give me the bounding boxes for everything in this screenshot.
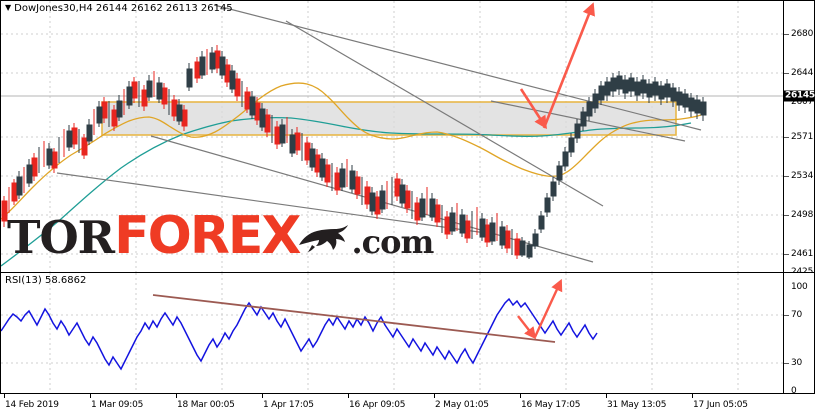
rsi-forecast-arrow-down[interactable] <box>517 315 537 340</box>
chevron-down-icon[interactable]: ▼ <box>5 3 12 12</box>
forecast-arrow-up[interactable] <box>542 2 595 129</box>
time-label-0: 14 Feb 2019 <box>5 400 59 410</box>
rsi-axis[interactable]: 100 70 30 0 <box>783 273 815 396</box>
rsi-svg <box>1 273 783 393</box>
price-tick-0: 26801 <box>791 29 815 39</box>
time-label-2: 18 Mar 00:05 <box>177 400 235 410</box>
rsi-header-label: RSI(13) 58.6862 <box>5 275 87 286</box>
price-gridlines <box>1 1 783 272</box>
rsi-trendline[interactable] <box>152 294 556 343</box>
ma-fast-line <box>1 82 702 220</box>
trendline-descend-3 <box>56 172 487 234</box>
price-svg <box>1 1 783 272</box>
price-tick-2: 25711 <box>791 132 815 142</box>
price-tick-obscured: 26071 <box>791 97 815 107</box>
rsi-tick-30: 30 <box>791 358 803 368</box>
price-tick-4: 24981 <box>791 210 815 220</box>
rsi-gridlines <box>1 273 783 393</box>
current-price-badge: 26145 <box>784 90 815 102</box>
time-label-1: 1 Mar 09:05 <box>91 400 144 410</box>
rsi-tick-100: 100 <box>791 282 808 292</box>
rsi-plot-area[interactable]: RSI(13) 58.6862 <box>1 273 783 393</box>
price-plot-area[interactable]: TOR FOREX .com ▼ DowJones30,H4 26144 2616… <box>1 1 783 272</box>
time-label-8: 17 Jun 05:05 <box>693 400 748 410</box>
chart-header[interactable]: ▼ DowJones30,H4 26144 26162 26113 26145 <box>5 3 233 14</box>
forecast-arrow-down[interactable] <box>519 88 547 130</box>
candlestick-series[interactable] <box>1 45 707 259</box>
trendline-resistance <box>490 100 686 142</box>
rsi-forecast-arrows[interactable] <box>517 278 563 340</box>
price-tick-5: 24611 <box>791 249 815 259</box>
time-label-6: 16 May 17:05 <box>521 400 581 410</box>
rsi-tick-0: 0 <box>791 386 797 396</box>
time-axis-panel[interactable]: 14 Feb 2019 1 Mar 09:05 18 Mar 00:05 1 A… <box>0 393 815 419</box>
ma-slow-line <box>1 116 692 267</box>
trendline-descend-1 <box>285 20 604 207</box>
rsi-tick-70: 70 <box>791 310 803 320</box>
symbol-ohlc-label: DowJones30,H4 26144 26162 26113 26145 <box>14 3 233 14</box>
rsi-line <box>1 297 598 371</box>
time-label-7: 31 May 13:05 <box>607 400 667 410</box>
time-label-3: 1 Apr 17:05 <box>263 400 314 410</box>
time-label-4: 16 Apr 09:05 <box>349 400 406 410</box>
price-tick-1: 26441 <box>791 68 815 78</box>
forecast-arrows[interactable] <box>519 2 595 130</box>
rsi-indicator-panel[interactable]: RSI(13) 58.6862 100 70 30 0 <box>0 272 815 396</box>
price-chart-panel[interactable]: TOR FOREX .com ▼ DowJones30,H4 26144 2616… <box>0 0 815 277</box>
rsi-forecast-arrow-up[interactable] <box>533 278 563 338</box>
price-tick-3: 25341 <box>791 171 815 181</box>
time-label-5: 2 May 01:05 <box>435 400 489 410</box>
price-axis[interactable]: 26801 26441 26071 25711 25341 24981 2461… <box>783 1 815 277</box>
